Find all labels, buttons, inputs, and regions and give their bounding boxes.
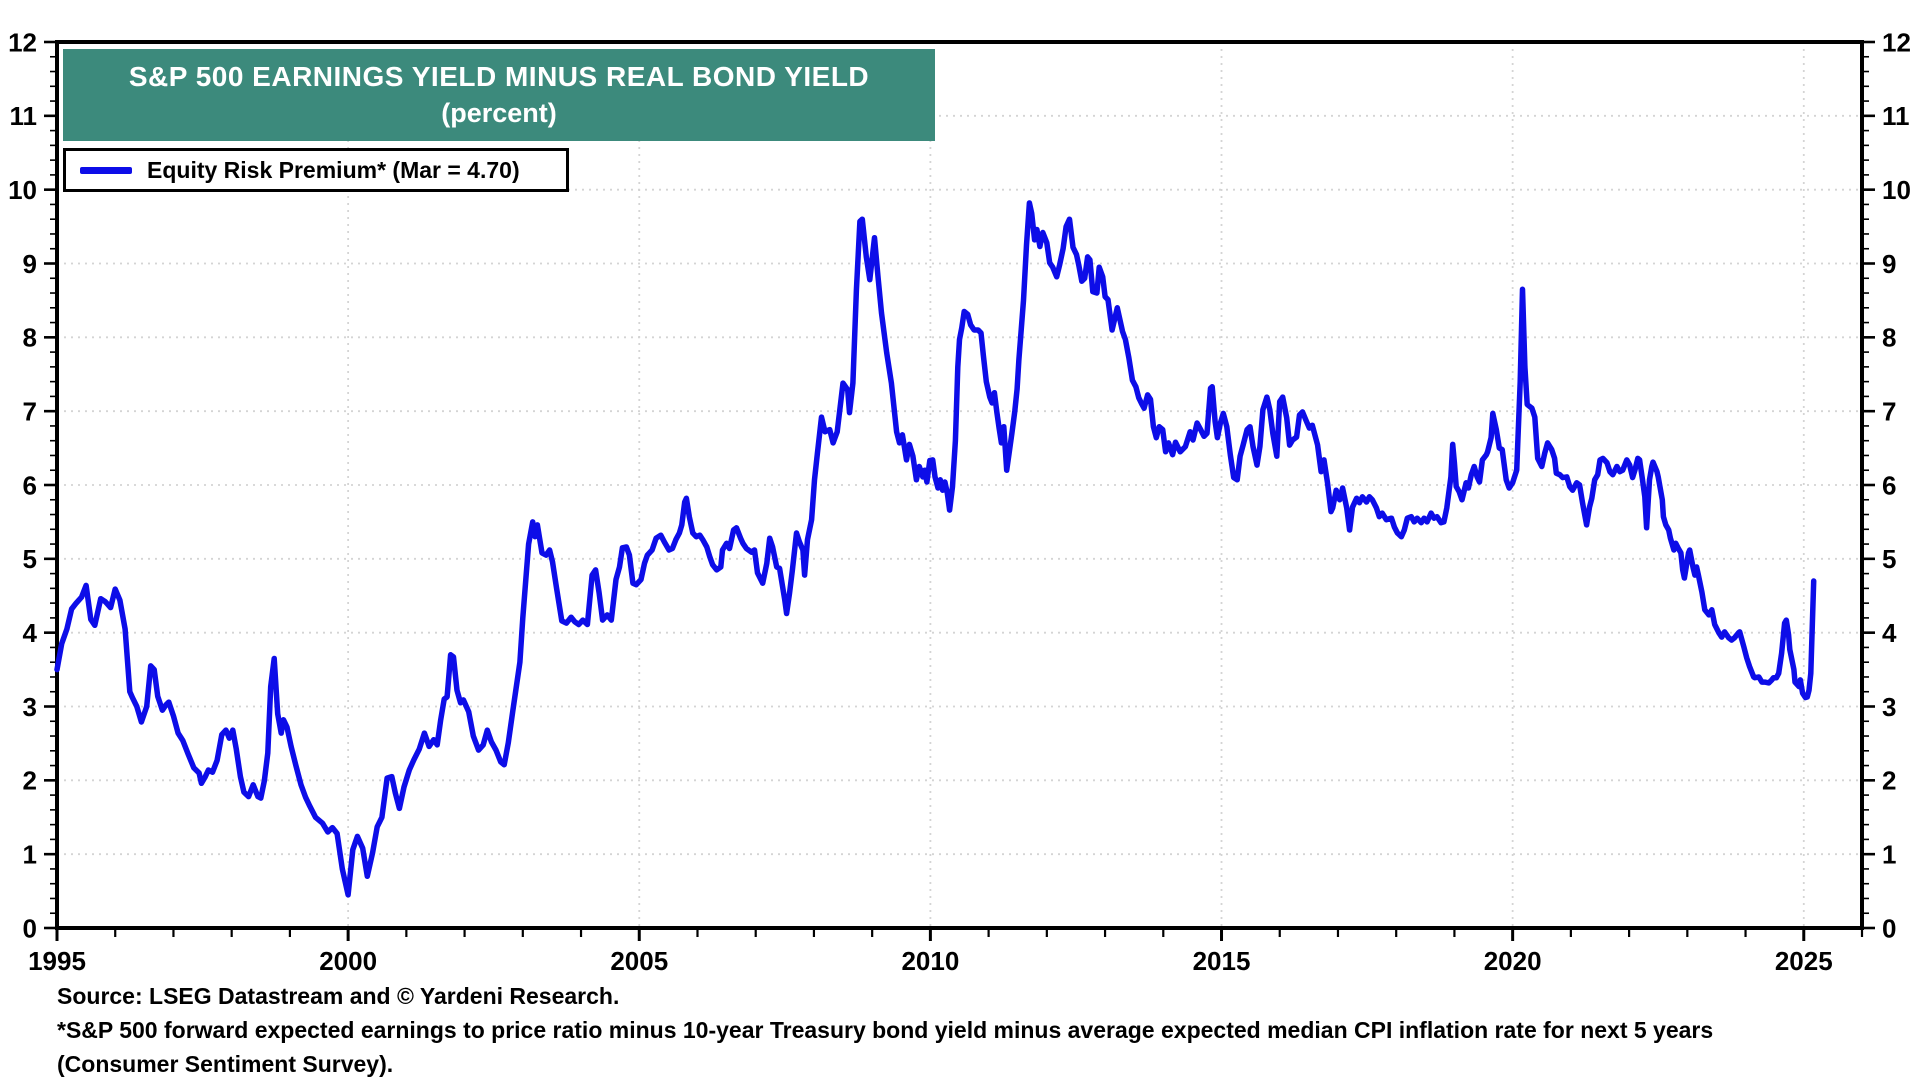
chart-title-box: S&P 500 EARNINGS YIELD MINUS REAL BOND Y… [63, 49, 935, 141]
y-axis-label-right: 2 [1882, 766, 1896, 796]
source-text: Source: LSEG Datastream and © Yardeni Re… [57, 983, 620, 1009]
legend-label: Equity Risk Premium* (Mar = 4.70) [147, 156, 520, 183]
y-axis-label-right: 8 [1882, 323, 1896, 353]
legend-line-swatch [80, 166, 132, 174]
y-axis-label-left: 11 [10, 101, 38, 131]
y-axis-label-left: 2 [23, 766, 37, 796]
legend: Equity Risk Premium* (Mar = 4.70) [63, 148, 569, 192]
y-axis-label-right: 6 [1882, 470, 1896, 500]
y-axis-label-left: 12 [8, 27, 37, 57]
x-axis-label: 2025 [1775, 946, 1833, 976]
y-axis-label-left: 4 [23, 618, 38, 648]
y-axis-label-left: 5 [23, 544, 37, 574]
y-axis-label-right: 5 [1882, 544, 1896, 574]
y-axis-label-left: 3 [23, 692, 37, 722]
x-axis-label: 2020 [1484, 946, 1542, 976]
y-axis-label-left: 9 [23, 249, 37, 279]
y-axis-label-right: 4 [1882, 618, 1897, 648]
y-axis-label-right: 0 [1882, 913, 1896, 943]
x-axis-label: 2015 [1193, 946, 1251, 976]
y-axis-label-left: 0 [23, 913, 37, 943]
plot-frame [55, 40, 1864, 930]
y-axis-label-right: 7 [1882, 397, 1896, 427]
y-axis-label-left: 6 [23, 470, 37, 500]
y-axis-label-right: 11 [1882, 101, 1910, 131]
y-axis-label-right: 3 [1882, 692, 1896, 722]
y-axis-label-left: 10 [8, 175, 37, 205]
chart-subtitle: (percent) [441, 97, 557, 128]
x-axis-label: 1995 [28, 946, 86, 976]
chart-title: S&P 500 EARNINGS YIELD MINUS REAL BOND Y… [128, 60, 870, 92]
y-axis-label-right: 9 [1882, 249, 1896, 279]
y-axis-label-right: 10 [1882, 175, 1911, 205]
y-axis-label-right: 1 [1882, 840, 1896, 870]
y-axis-label-right: 12 [1882, 27, 1911, 57]
x-axis-label: 2005 [610, 946, 668, 976]
y-axis-label-left: 7 [23, 397, 37, 427]
x-axis-label: 2000 [319, 946, 377, 976]
x-axis-label: 2010 [901, 946, 959, 976]
equity-risk-premium-line [54, 200, 1817, 898]
footnote-line1: *S&P 500 forward expected earnings to pr… [57, 1017, 1714, 1043]
footnote-line2: (Consumer Sentiment Survey). [57, 1051, 394, 1077]
y-axis-label-left: 8 [23, 323, 37, 353]
y-axis-label-left: 1 [23, 840, 37, 870]
